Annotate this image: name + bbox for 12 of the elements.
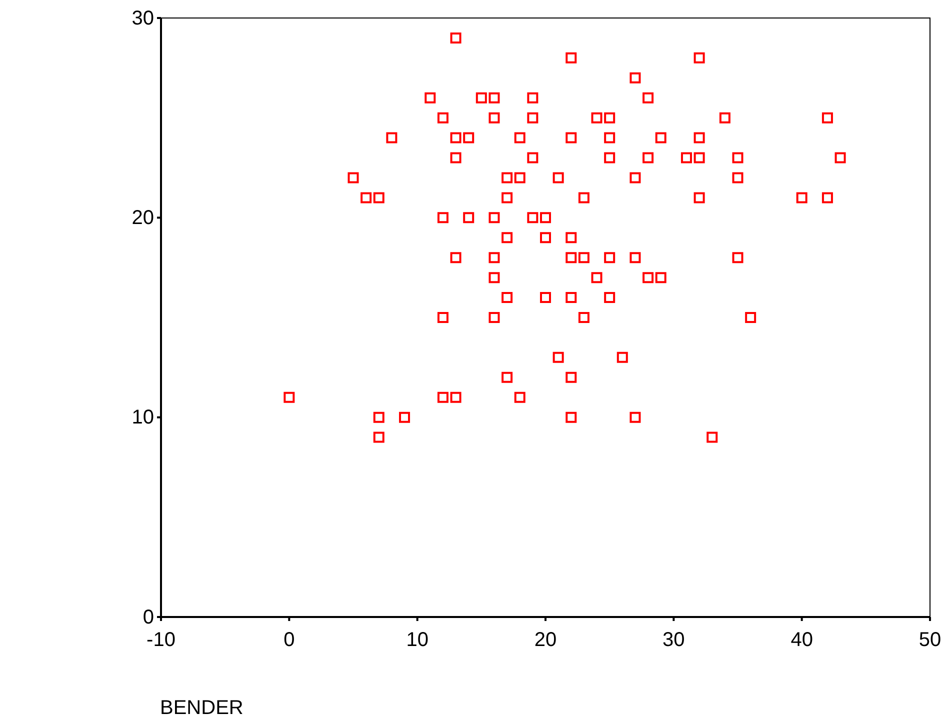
- x-axis-title: BENDER: [160, 697, 244, 719]
- y-tick-label: 0: [142, 606, 154, 628]
- y-tick-label: 20: [132, 207, 154, 230]
- x-tick-label: 30: [662, 629, 685, 651]
- y-tick-label: 10: [132, 406, 154, 429]
- x-tick-label: -10: [146, 629, 176, 651]
- x-tick-label: 10: [406, 629, 428, 651]
- x-tick-label: 20: [534, 629, 557, 651]
- x-tick-label: 50: [918, 629, 942, 651]
- x-tick-label: 0: [284, 629, 295, 651]
- y-tick-label: 30: [132, 7, 154, 30]
- x-tick-label: 40: [790, 629, 813, 651]
